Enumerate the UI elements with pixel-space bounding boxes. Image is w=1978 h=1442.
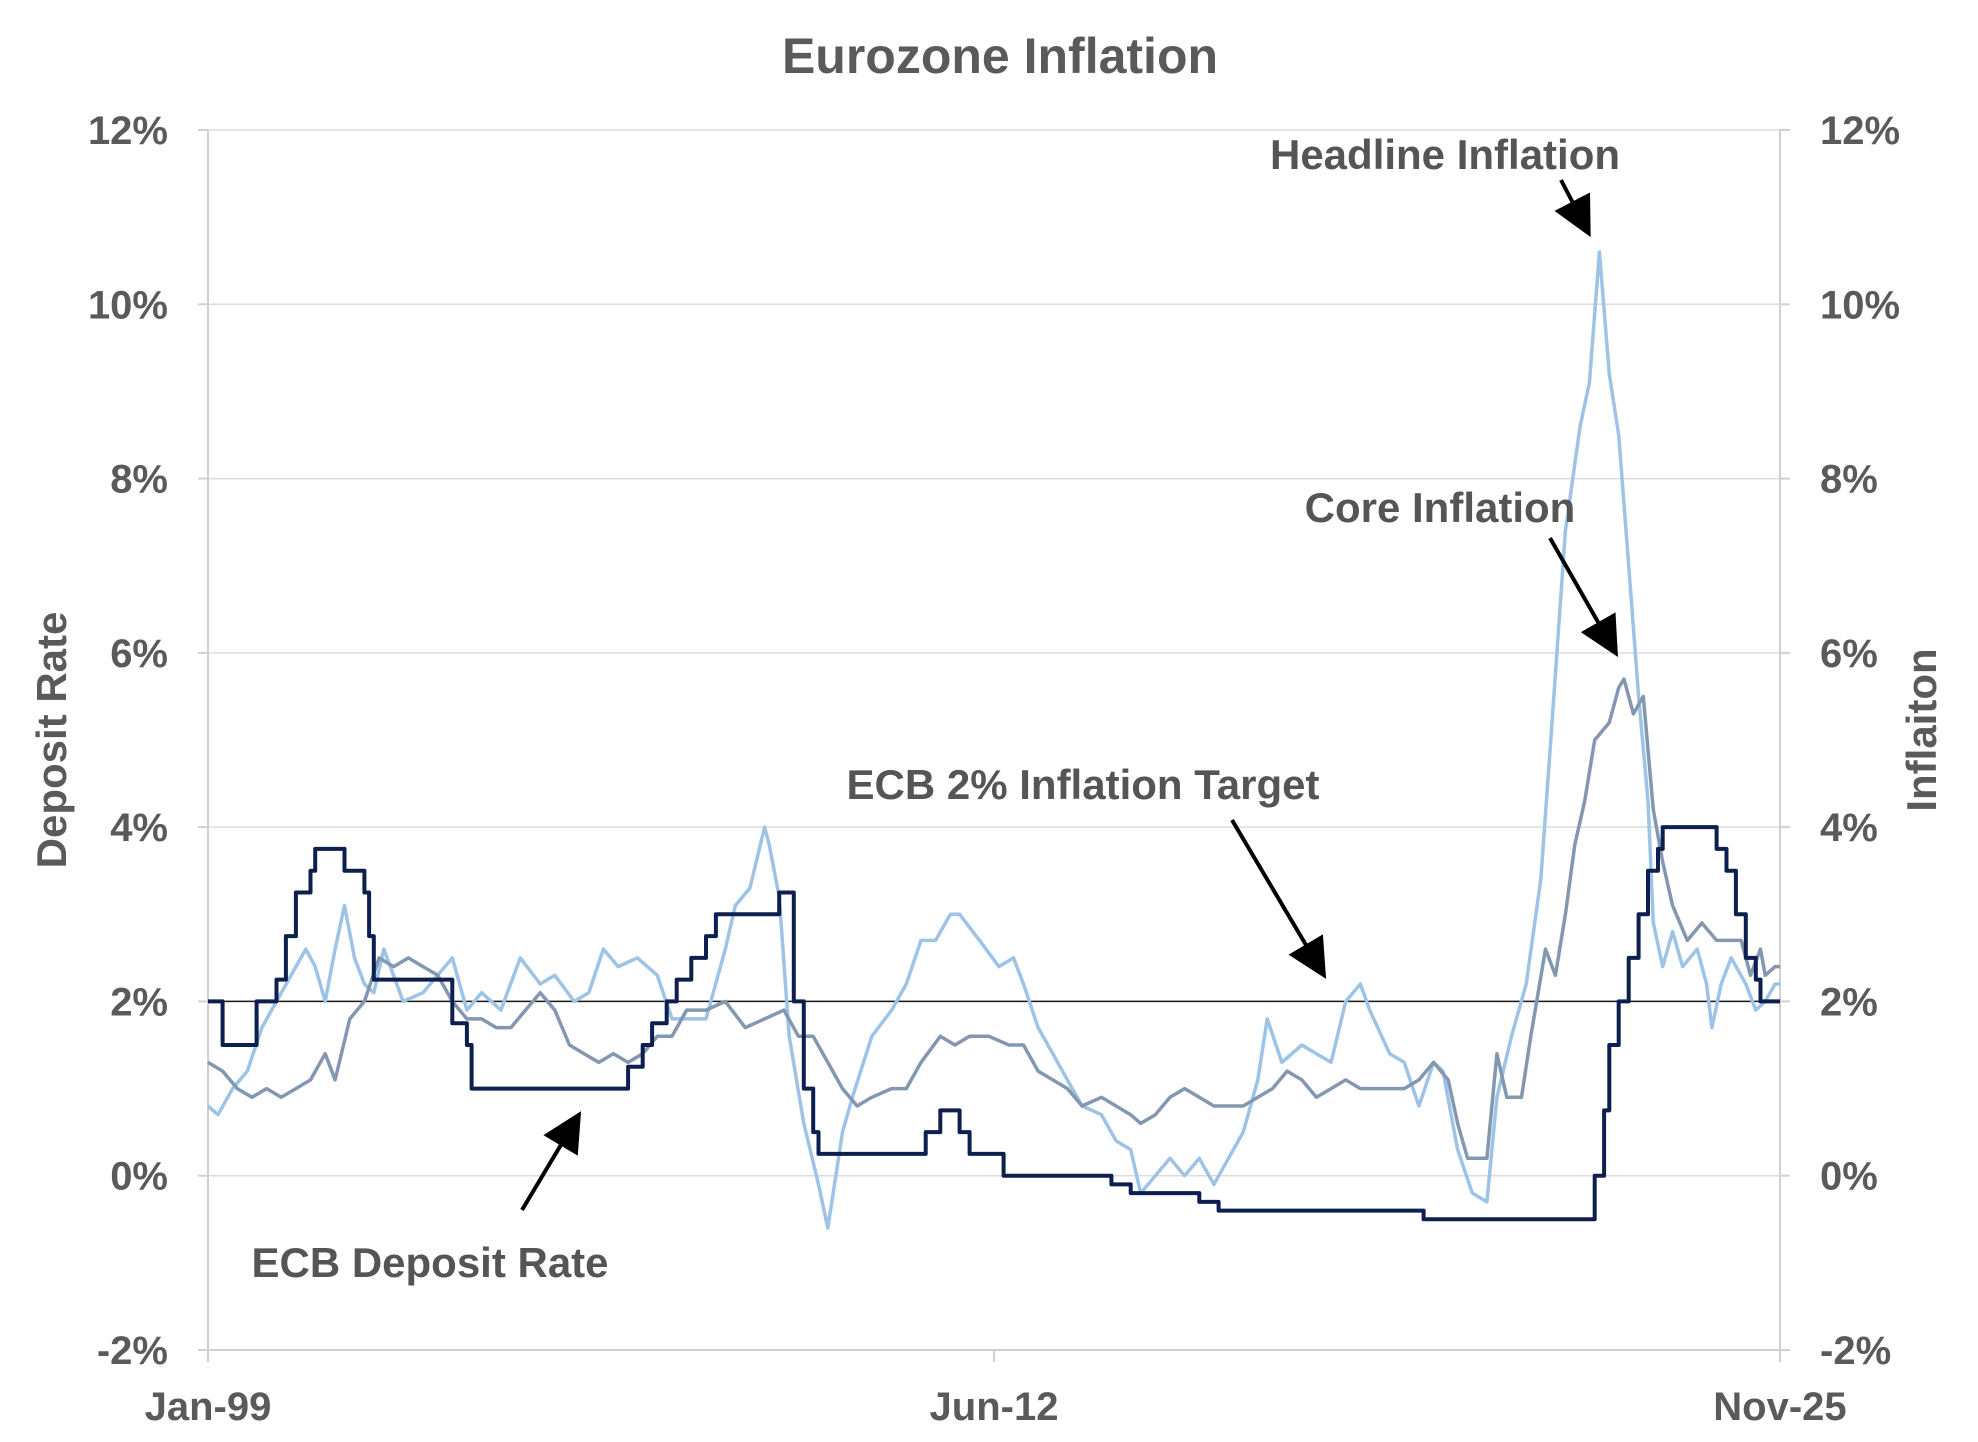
y-tick-label-left-0: -2% bbox=[97, 1329, 168, 1373]
series-line-ecb-deposit-rate bbox=[208, 825, 1780, 1222]
arrow-headline-inflation bbox=[1554, 179, 1591, 238]
gridlines bbox=[208, 129, 1780, 1177]
chart-title: Eurozone Inflation bbox=[782, 28, 1218, 84]
annotation-ecb-target: ECB 2% Inflation Target bbox=[847, 761, 1320, 808]
x-tick-label-2: Nov-25 bbox=[1713, 1385, 1846, 1429]
series-lines bbox=[206, 250, 1780, 1230]
y-tick-label-right-2: 2% bbox=[1820, 980, 1878, 1024]
axes bbox=[207, 130, 1781, 1351]
annotation-core-inflation: Core Inflation bbox=[1305, 484, 1576, 531]
y-tick-label-right-5: 8% bbox=[1820, 458, 1878, 502]
y-tick-label-right-0: -2% bbox=[1820, 1329, 1891, 1373]
x-tick-label-0: Jan-99 bbox=[145, 1385, 272, 1429]
annotation-ecb-deposit-rate: ECB Deposit Rate bbox=[251, 1239, 608, 1286]
arrow-core-inflation bbox=[1548, 537, 1618, 657]
y-axis-title-right: Inflaiton bbox=[1898, 648, 1945, 811]
x-ticks: Jan-99 Jun-12 Nov-25 bbox=[145, 1350, 1847, 1429]
y-tick-label-left-6: 10% bbox=[88, 283, 168, 327]
y-tick-label-left-4: 6% bbox=[110, 632, 168, 676]
y-tick-label-left-7: 12% bbox=[88, 109, 168, 153]
series-line-core-inflation bbox=[207, 677, 1780, 1161]
x-tick-label-1: Jun-12 bbox=[930, 1385, 1059, 1429]
y-tick-label-right-7: 12% bbox=[1820, 109, 1900, 153]
y-tick-label-left-2: 2% bbox=[110, 980, 168, 1024]
series-line-headline-inflation bbox=[206, 250, 1780, 1230]
arrow-ecb-target bbox=[1230, 818, 1327, 979]
y-tick-label-left-1: 0% bbox=[110, 1155, 168, 1199]
y-tick-label-right-6: 10% bbox=[1820, 283, 1900, 327]
y-tick-label-right-1: 0% bbox=[1820, 1155, 1878, 1199]
y-ticks-right: -2% 0% 2% 4% 6% 8% 10% 12% bbox=[1780, 109, 1900, 1373]
y-tick-label-right-4: 6% bbox=[1820, 632, 1878, 676]
y-tick-label-right-3: 4% bbox=[1820, 806, 1878, 850]
y-ticks-left: -2% 0% 2% 4% 6% 8% 10% 12% bbox=[88, 109, 208, 1373]
annotation-headline-inflation: Headline Inflation bbox=[1270, 131, 1620, 178]
y-tick-label-left-3: 4% bbox=[110, 806, 168, 850]
y-tick-label-left-5: 8% bbox=[110, 458, 168, 502]
y-axis-title-left: Deposit Rate bbox=[28, 612, 75, 869]
arrow-ecb-deposit-rate bbox=[520, 1111, 582, 1212]
